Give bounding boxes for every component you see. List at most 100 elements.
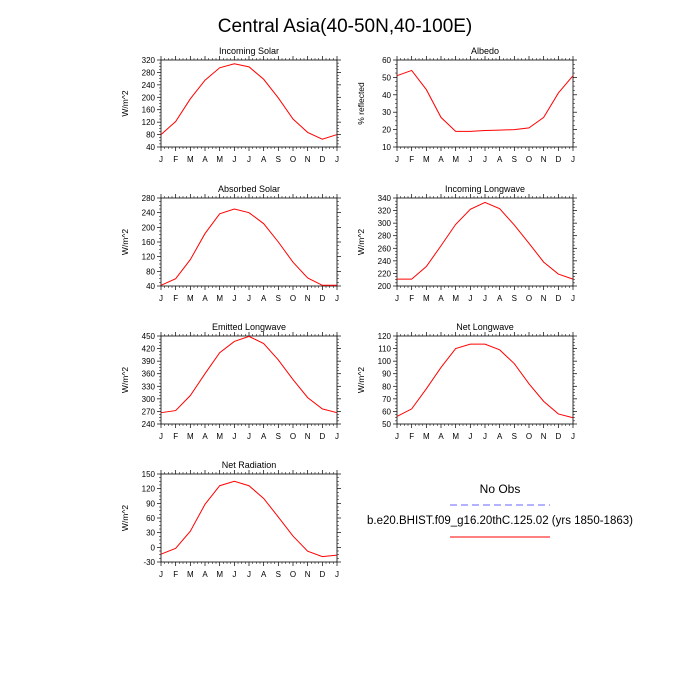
y-tick-label: 320 (378, 207, 392, 216)
y-tick-label: 70 (382, 395, 391, 404)
x-tick-label: S (276, 155, 281, 164)
series-line (160, 480, 338, 558)
x-tick-label: M (423, 432, 430, 441)
legend-obs-label: No Obs (480, 482, 521, 496)
y-axis-label: W/m^2 (120, 90, 130, 116)
x-tick-label: O (526, 432, 532, 441)
x-tick-label: N (541, 432, 547, 441)
x-tick-label: S (276, 294, 281, 303)
x-tick-label: J (483, 432, 487, 441)
x-tick-label: J (483, 155, 487, 164)
x-tick-label: F (409, 294, 414, 303)
legend: No Obs b.e20.BHIST.f09_g16.20thC.125.02 … (367, 482, 633, 538)
panel-title: Emitted Longwave (212, 322, 286, 332)
x-tick-label: J (247, 570, 251, 579)
y-tick-label: 80 (146, 267, 155, 276)
x-tick-label: M (452, 155, 459, 164)
y-tick-label: 240 (142, 420, 156, 429)
x-tick-label: J (232, 432, 236, 441)
y-tick-label: 80 (382, 382, 391, 391)
x-tick-label: O (526, 155, 532, 164)
plot-frame (396, 59, 574, 148)
y-tick-label: 340 (378, 194, 392, 203)
y-tick-label: 330 (142, 382, 156, 391)
y-tick-label: 110 (378, 345, 391, 354)
x-tick-label: J (232, 155, 236, 164)
y-tick-label: 80 (146, 131, 155, 140)
y-tick-label: 10 (382, 143, 391, 152)
x-tick-label: O (526, 294, 532, 303)
y-tick-label: 320 (142, 56, 156, 65)
y-tick-label: 40 (382, 91, 391, 100)
x-tick-label: M (216, 155, 223, 164)
x-tick-label: M (216, 294, 223, 303)
x-tick-label: A (261, 570, 267, 579)
y-tick-label: 60 (382, 56, 391, 65)
x-tick-label: S (512, 432, 517, 441)
x-tick-label: J (335, 432, 339, 441)
x-tick-label: A (497, 155, 503, 164)
y-axis-label: W/m^2 (120, 367, 130, 393)
x-tick-label: A (261, 432, 267, 441)
x-tick-label: N (541, 294, 547, 303)
x-tick-label: D (555, 432, 561, 441)
plot-frame (160, 335, 338, 425)
y-tick-label: 270 (142, 407, 156, 416)
y-tick-label: 120 (142, 253, 156, 262)
y-tick-label: 300 (142, 395, 156, 404)
x-tick-label: A (202, 570, 208, 579)
x-tick-label: O (290, 155, 296, 164)
x-tick-label: O (290, 294, 296, 303)
panel-title: Net Radiation (222, 460, 277, 470)
x-tick-label: J (571, 294, 575, 303)
y-tick-label: 300 (378, 219, 392, 228)
x-tick-label: M (216, 432, 223, 441)
x-tick-label: J (335, 294, 339, 303)
plot-frame (160, 473, 338, 563)
x-tick-label: F (173, 570, 178, 579)
series-line (160, 335, 338, 414)
y-tick-label: 240 (142, 81, 156, 90)
panel-incoming-solar: Incoming Solar W/m^2 40 80 120 160 200 240 280 32… (120, 46, 341, 164)
panel-emitted-longwave: Emitted Longwave W/m^2 240 270 300 330 360 390 4… (120, 322, 341, 441)
x-tick-label: A (497, 432, 503, 441)
x-tick-label: M (452, 432, 459, 441)
x-tick-label: J (335, 155, 339, 164)
panel-title: Albedo (471, 46, 499, 56)
plot-frame (396, 335, 574, 425)
y-tick-label: 120 (142, 118, 156, 127)
y-tick-label: 50 (382, 73, 391, 82)
y-axis-label: % reflected (356, 82, 366, 125)
series-line (396, 69, 574, 132)
x-tick-label: A (202, 294, 208, 303)
y-tick-label: 360 (142, 370, 156, 379)
x-tick-label: O (290, 432, 296, 441)
x-tick-label: J (468, 155, 472, 164)
y-axis-label: W/m^2 (120, 505, 130, 531)
x-tick-label: D (555, 155, 561, 164)
y-tick-label: 240 (378, 257, 392, 266)
x-tick-label: J (395, 294, 399, 303)
y-axis-label: W/m^2 (356, 229, 366, 255)
x-tick-label: J (395, 155, 399, 164)
panel-title: Net Longwave (456, 322, 514, 332)
x-tick-label: J (232, 570, 236, 579)
y-tick-label: 60 (146, 514, 155, 523)
x-tick-label: F (173, 294, 178, 303)
series-line (396, 343, 574, 419)
y-tick-label: 200 (142, 223, 156, 232)
x-tick-label: J (247, 155, 251, 164)
x-tick-label: A (438, 294, 444, 303)
x-tick-label: A (261, 155, 267, 164)
x-tick-label: D (319, 155, 325, 164)
x-tick-label: J (395, 432, 399, 441)
y-tick-label: 280 (378, 232, 392, 241)
plot-frame (396, 197, 574, 287)
x-tick-label: M (187, 432, 194, 441)
y-tick-label: 420 (142, 345, 156, 354)
y-tick-label: 160 (142, 238, 156, 247)
panel-absorbed-solar: Absorbed Solar W/m^2 40 80 120 160 200 240 280 J F… (120, 184, 341, 303)
y-tick-label: 390 (142, 357, 156, 366)
x-tick-label: F (409, 155, 414, 164)
